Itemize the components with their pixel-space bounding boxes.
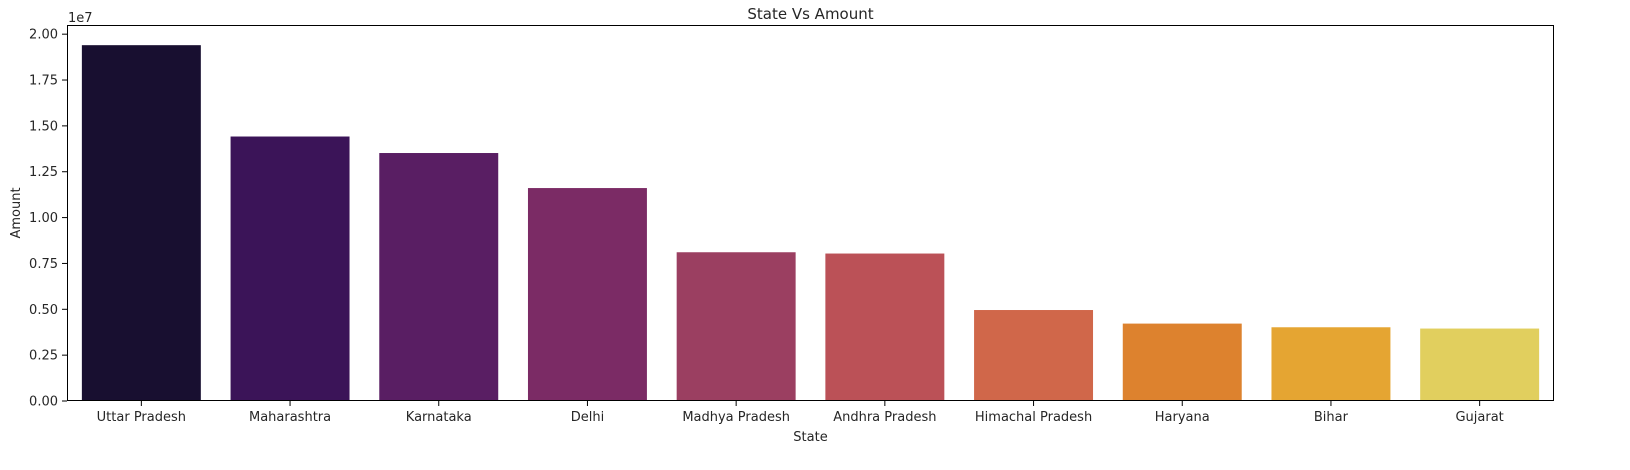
y-tick-label: 0.50 [29,303,58,318]
bar-bihar [1271,327,1391,401]
bar-uttar-pradesh [81,45,201,402]
x-tick-label: Karnataka [406,410,472,425]
y-axis-label: Amount [9,187,24,238]
bar-karnataka [379,153,499,401]
plot-frame [67,25,1554,401]
bar-maharashtra [230,136,350,401]
y-tick-label: 0.00 [29,395,58,410]
bar-haryana [1122,323,1242,401]
x-tick-label: Delhi [571,410,604,425]
x-tick-label: Bihar [1314,410,1349,425]
bar-himachal-pradesh [974,310,1094,401]
bar-madhya-pradesh [676,252,796,401]
y-tick-label: 1.75 [29,74,58,89]
x-axis-label: State [793,430,827,445]
x-tick-label: Madhya Pradesh [682,410,790,425]
y-tick-label: 0.25 [29,349,58,364]
bars-group [81,45,1540,402]
x-tick-label: Himachal Pradesh [975,410,1092,425]
bar-gujarat [1420,328,1540,401]
x-tick-label: Maharashtra [249,410,331,425]
y-tick-label: 1.25 [29,165,58,180]
x-tick-label: Uttar Pradesh [97,410,186,425]
x-tick-label: Andhra Pradesh [833,410,936,425]
y-axis-ticks: 0.00 0.25 0.50 0.75 1.00 1.25 1.50 1.75 2.00 [29,28,67,410]
y-tick-label: 0.75 [29,257,58,272]
x-axis-ticks: Uttar Pradesh Maharashtra Karnataka Delhi Ma… [97,401,1504,425]
bar-delhi [527,188,647,401]
x-tick-label: Gujarat [1455,410,1503,425]
chart-title: State Vs Amount [747,5,873,23]
y-tick-label: 1.00 [29,211,58,226]
x-tick-label: Haryana [1155,410,1210,425]
y-axis-scale-label: 1e7 [68,11,93,26]
y-tick-label: 1.50 [29,119,58,134]
bar-andhra-pradesh [825,253,945,401]
y-tick-label: 2.00 [29,28,58,43]
